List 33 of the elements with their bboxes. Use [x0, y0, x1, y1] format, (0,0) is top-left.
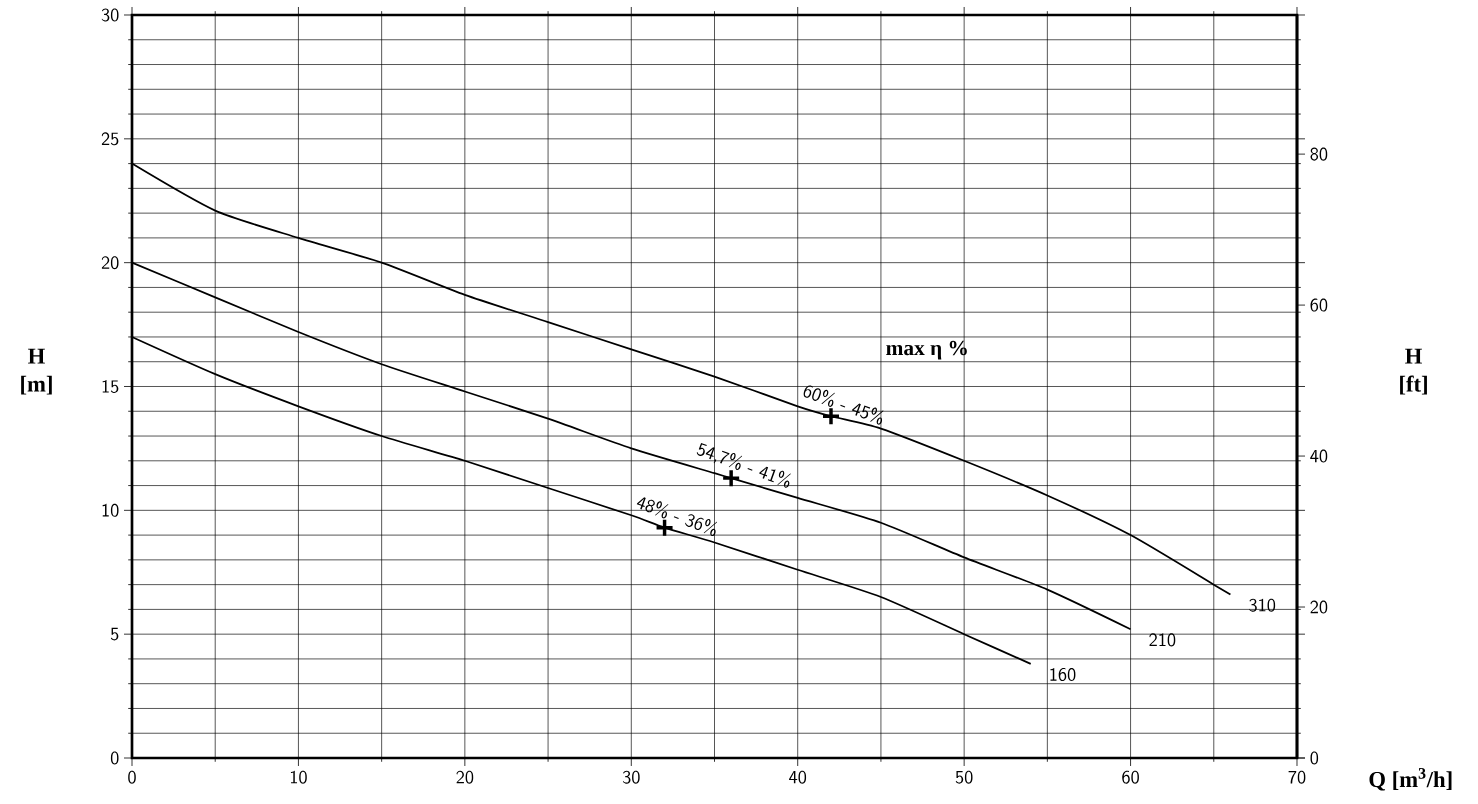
y-tick-label: 25: [101, 132, 119, 146]
y2-tick-label: 60: [1310, 298, 1328, 312]
annotation: 48% - 36%: [636, 497, 718, 537]
x-tick-label: 70: [1288, 770, 1306, 784]
x-tick-label: 60: [1122, 770, 1139, 784]
x-tick-label: 50: [955, 770, 973, 784]
point: [654, 517, 675, 538]
y-tick-label: 30: [101, 8, 119, 22]
y-tick-label: 0: [110, 751, 119, 765]
annotation: max η %: [886, 340, 967, 360]
point: [721, 468, 741, 488]
y-tick-label: 5: [110, 627, 119, 641]
series-label: 310: [1249, 598, 1276, 612]
y-tick-label: 15: [102, 379, 119, 394]
x-tick-label: 30: [622, 770, 640, 784]
y2-tick-label: 40: [1310, 449, 1328, 463]
annotation: 54,7% - 41%: [696, 442, 791, 488]
point: [821, 406, 841, 426]
x-tick-label: 20: [456, 770, 474, 784]
y-tick-label: 10: [102, 503, 119, 517]
x-tick-label: 40: [789, 770, 807, 784]
x-axis-title: Q [m$^{3}$/h]: [1369, 768, 1452, 791]
x-tick-label: 10: [290, 770, 307, 784]
y-axis-title: H [m]: [21, 348, 52, 395]
y2-tick-label: 20: [1310, 600, 1328, 614]
series-label: 210: [1149, 633, 1176, 647]
y2-tick-label: 0: [1310, 751, 1319, 765]
series-label: 160: [1050, 668, 1076, 682]
x-tick-label: 0: [128, 770, 136, 784]
annotation: 60% - 45%: [803, 385, 884, 425]
y2-tick-label: 80: [1310, 147, 1328, 161]
y2-axis-title: H [ft]: [1400, 348, 1427, 395]
y-tick-label: 20: [101, 256, 119, 270]
